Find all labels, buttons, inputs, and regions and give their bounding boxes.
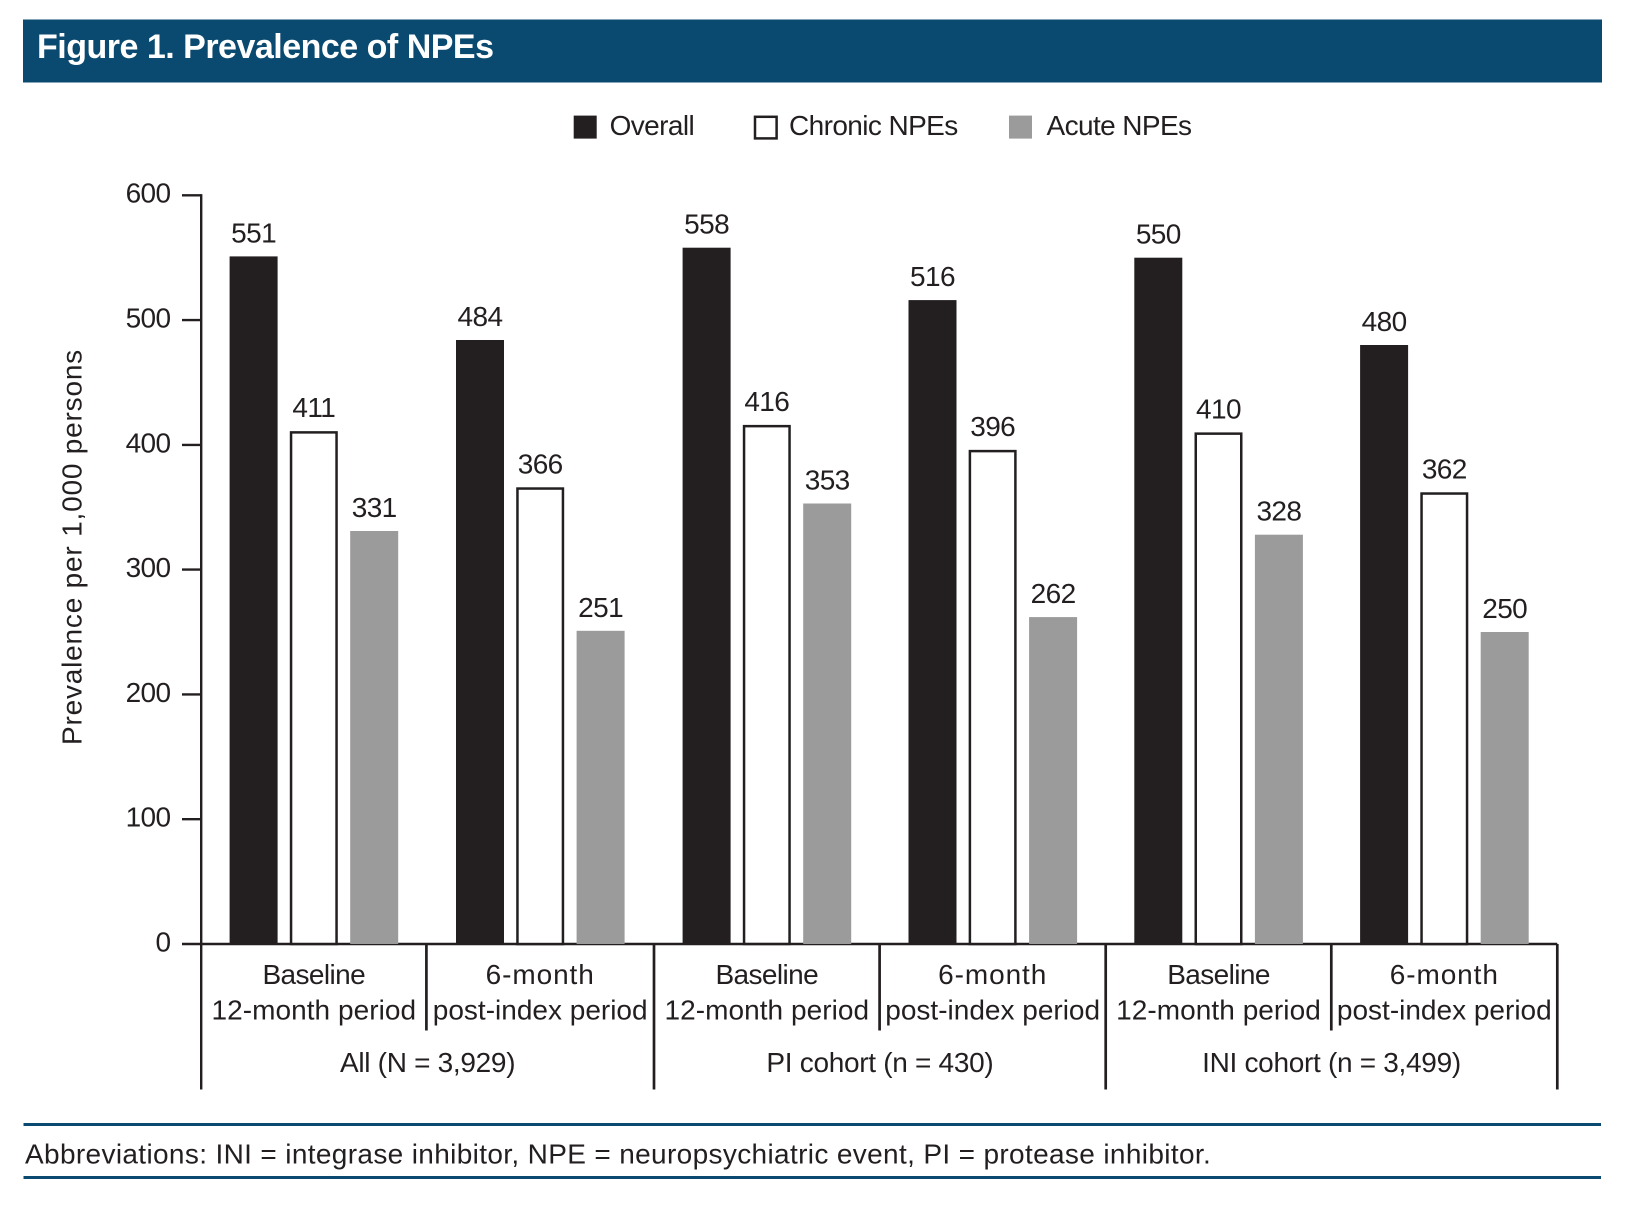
svg-text:550: 550 — [1136, 219, 1181, 250]
svg-text:6-month: 6-month — [938, 959, 1047, 990]
svg-text:551: 551 — [231, 217, 276, 248]
svg-text:PI cohort (n = 430): PI cohort (n = 430) — [766, 1047, 993, 1078]
svg-text:480: 480 — [1362, 306, 1407, 337]
svg-text:Abbreviations: INI = integrase: Abbreviations: INI = integrase inhibitor… — [25, 1139, 1211, 1170]
svg-text:410: 410 — [1196, 393, 1241, 424]
svg-text:6-month: 6-month — [486, 959, 595, 990]
svg-text:250: 250 — [1482, 593, 1527, 624]
svg-text:262: 262 — [1031, 578, 1076, 609]
svg-text:Acute NPEs: Acute NPEs — [1047, 110, 1192, 141]
svg-text:353: 353 — [805, 465, 850, 496]
svg-text:Baseline: Baseline — [262, 959, 365, 990]
svg-text:0: 0 — [156, 926, 171, 957]
svg-text:251: 251 — [578, 592, 623, 623]
svg-text:post-index period: post-index period — [885, 994, 1100, 1025]
svg-text:12-month period: 12-month period — [664, 994, 869, 1025]
svg-text:362: 362 — [1422, 453, 1467, 484]
svg-text:400: 400 — [126, 427, 171, 458]
svg-text:Prevalence per 1,000 persons: Prevalence per 1,000 persons — [57, 349, 88, 745]
svg-text:484: 484 — [458, 301, 503, 332]
svg-text:12-month period: 12-month period — [1116, 994, 1321, 1025]
svg-text:post-index period: post-index period — [1337, 994, 1552, 1025]
svg-text:500: 500 — [126, 303, 171, 334]
svg-text:516: 516 — [910, 261, 955, 292]
svg-text:366: 366 — [518, 448, 563, 479]
svg-text:post-index period: post-index period — [433, 994, 648, 1025]
svg-text:All (N = 3,929): All (N = 3,929) — [340, 1047, 515, 1078]
svg-text:300: 300 — [126, 552, 171, 583]
svg-text:Baseline: Baseline — [1167, 959, 1270, 990]
svg-text:416: 416 — [744, 386, 789, 417]
svg-text:12-month period: 12-month period — [211, 994, 416, 1025]
svg-text:INI cohort (n = 3,499): INI cohort (n = 3,499) — [1202, 1047, 1461, 1078]
svg-text:396: 396 — [970, 411, 1015, 442]
svg-text:600: 600 — [126, 178, 171, 209]
svg-text:411: 411 — [292, 392, 335, 423]
svg-text:558: 558 — [684, 209, 729, 240]
svg-text:328: 328 — [1256, 496, 1301, 527]
svg-text:331: 331 — [352, 492, 397, 523]
svg-text:200: 200 — [126, 677, 171, 708]
svg-text:100: 100 — [126, 802, 171, 833]
svg-text:Baseline: Baseline — [715, 959, 818, 990]
svg-text:6-month: 6-month — [1390, 959, 1499, 990]
svg-text:Chronic NPEs: Chronic NPEs — [789, 110, 958, 141]
svg-text:Overall: Overall — [610, 110, 695, 141]
svg-text:Figure 1. Prevalence of NPEs: Figure 1. Prevalence of NPEs — [37, 28, 494, 66]
